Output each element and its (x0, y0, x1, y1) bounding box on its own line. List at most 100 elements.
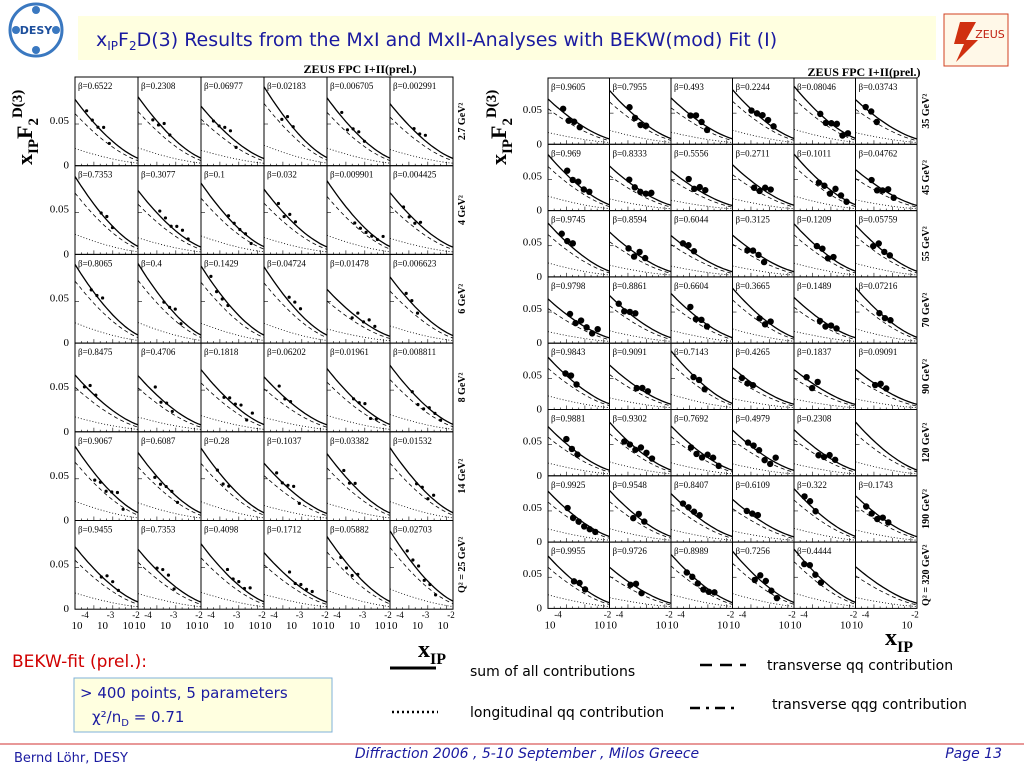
beta-label: β=0.006623 (393, 258, 437, 268)
data-point (170, 489, 174, 493)
data-point (743, 507, 751, 515)
data-point (105, 214, 109, 219)
data-point (223, 125, 227, 129)
data-point (569, 240, 577, 247)
data-point (158, 209, 162, 213)
fit-curve-long (137, 322, 202, 341)
fit-curve-qq (793, 377, 856, 407)
beta-label: β=0.2308 (141, 81, 176, 91)
x-tick-label: 10 (545, 619, 557, 631)
beta-label: β=0.8594 (613, 215, 648, 225)
fit-curve-sum (609, 421, 672, 471)
data-point (418, 220, 423, 224)
data-point (870, 242, 877, 250)
data-point (226, 214, 231, 218)
x-tick-label: -4 (144, 610, 152, 620)
fit-curve-sum (609, 89, 672, 140)
plot-grid: ZEUS FPC I+II(prel.)xIPF2D(3)xIP0.0502.7… (10, 62, 468, 668)
data-point (404, 291, 408, 296)
fit-curve-long (263, 237, 328, 253)
data-point (876, 309, 883, 317)
fit-curve-sum (137, 452, 202, 514)
fit-curve-long (137, 237, 202, 253)
data-point (690, 508, 698, 515)
x-tick-label: 10 (438, 620, 450, 632)
data-point (821, 182, 828, 189)
data-point (689, 573, 696, 581)
fit-curve-sum (74, 176, 139, 247)
fit-curve-qq (389, 462, 454, 516)
data-point (817, 579, 825, 586)
data-point (698, 454, 706, 461)
data-point (237, 580, 241, 584)
data-point (186, 237, 190, 241)
label-part: IP (897, 639, 913, 656)
beta-label: β=0.7955 (613, 82, 648, 92)
data-point (824, 255, 832, 262)
data-point (353, 481, 357, 486)
data-point (868, 510, 875, 517)
data-point (381, 234, 385, 239)
y-tick-label: 0 (64, 248, 70, 260)
x-tick-label: 10 (123, 620, 135, 632)
fit-curve-qq (547, 436, 610, 473)
data-point (283, 397, 287, 401)
x-tick-label: 10 (840, 619, 852, 631)
data-point (806, 561, 814, 569)
data-point (621, 438, 628, 445)
beta-label: β=0.8065 (78, 258, 113, 268)
data-point (704, 451, 711, 458)
fit-curve-sum (670, 350, 733, 405)
q2-label: 45 GeV² (921, 160, 932, 195)
x-tick-label: 10 (717, 619, 729, 631)
x-tick-label: -2 (384, 610, 392, 620)
x-axis-label: xIP (418, 637, 446, 668)
data-point (298, 307, 303, 311)
fit-curve-sum (732, 429, 795, 472)
data-point (749, 247, 757, 254)
data-point (168, 133, 172, 137)
beta-label: β=0.322 (797, 480, 827, 490)
data-point (687, 444, 695, 451)
beta-label: β=0.04724 (267, 258, 306, 268)
data-point (635, 510, 642, 518)
y-tick-label: 0 (64, 160, 70, 172)
data-point (700, 586, 707, 593)
data-point (156, 123, 161, 127)
data-point (687, 303, 694, 311)
data-point (166, 573, 171, 577)
fit-curve-sum (137, 548, 202, 603)
data-point (586, 188, 593, 196)
data-point (89, 288, 93, 292)
beta-label: β=0.006705 (330, 81, 374, 91)
data-point (698, 118, 705, 126)
data-point (839, 132, 846, 139)
beta-label: β=0.1209 (797, 215, 832, 225)
fit-curve-qq (855, 505, 918, 539)
fit-curve-sum (74, 99, 139, 159)
fit-curve-qq (609, 374, 672, 407)
data-point (566, 310, 574, 318)
data-point (744, 246, 751, 254)
fit-curve-long (200, 235, 265, 253)
beta-label: β=0.7692 (674, 414, 708, 424)
data-point (357, 401, 361, 405)
fit-curve-qq (74, 461, 139, 516)
fit-curve-qq (732, 174, 795, 208)
x-tick-label: 10 (223, 620, 235, 632)
data-point (432, 493, 436, 497)
x-tick-label: -4 (333, 610, 341, 620)
data-point (698, 316, 705, 324)
plots: ZEUS FPC I+II(prel.)xIPF2D(3)xIP0.0502.7… (10, 62, 932, 668)
data-point (833, 120, 841, 128)
fit-box (73, 677, 333, 733)
fit-curve-long (326, 414, 391, 430)
data-point (433, 411, 437, 415)
beta-label: β=0.8407 (674, 480, 709, 490)
beta-label: β=0.493 (674, 82, 704, 92)
data-point (692, 315, 700, 323)
data-point (100, 296, 105, 300)
data-point (357, 130, 361, 134)
beta-label: β=0.06977 (204, 81, 243, 91)
